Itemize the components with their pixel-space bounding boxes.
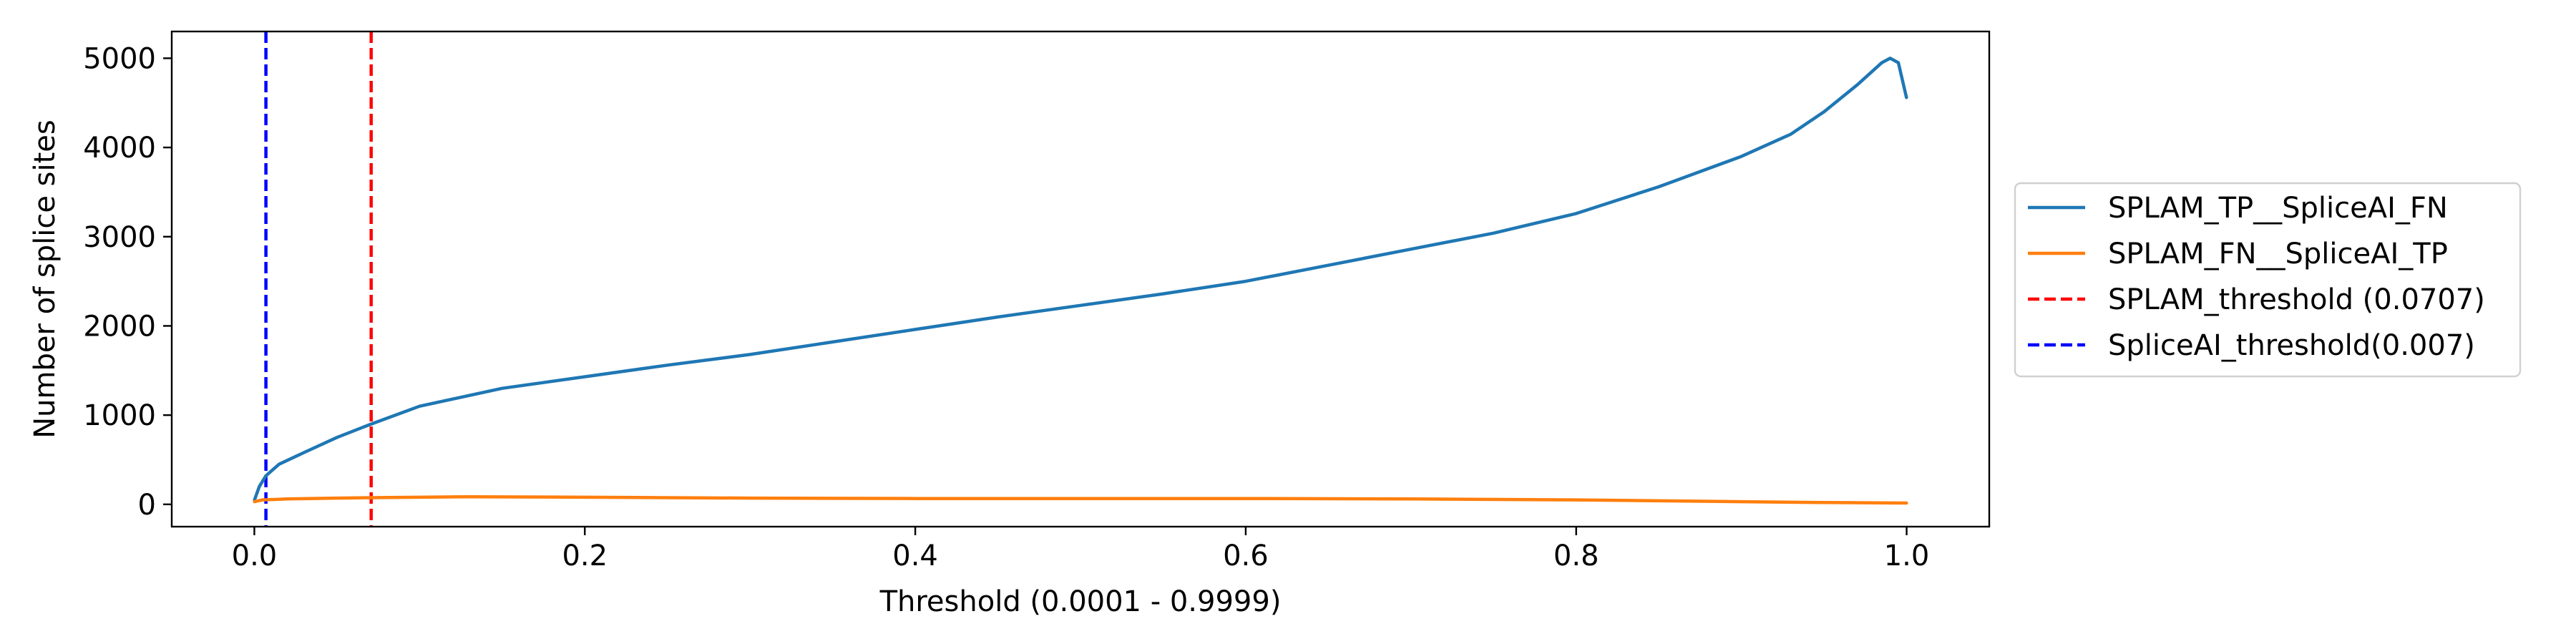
x-tick-label: 0.2 <box>562 540 608 572</box>
legend-label: SpliceAI_threshold(0.007) <box>2108 329 2475 362</box>
x-tick-label: 0.0 <box>232 540 278 572</box>
x-tick-label: 1.0 <box>1884 540 1930 572</box>
legend-box <box>2014 182 2522 378</box>
series-lines <box>253 57 1908 505</box>
legend-label: SPLAM_TP__SpliceAI_FN <box>2108 192 2448 225</box>
y-tick-label: 0 <box>138 489 156 522</box>
y-tick-label: 5000 <box>83 42 156 75</box>
x-tick-label: 0.8 <box>1553 540 1599 572</box>
y-tick-label: 3000 <box>83 221 156 254</box>
plot-frame <box>170 30 1991 528</box>
threshold-lines <box>264 31 373 527</box>
legend-label: SPLAM_FN__SpliceAI_TP <box>2108 238 2448 270</box>
legend: SPLAM_TP__SpliceAI_FN SPLAM_FN__SpliceAI_… <box>2014 182 2522 378</box>
legend-label: SPLAM_threshold (0.0707) <box>2108 283 2485 316</box>
x-tick-label: 0.6 <box>1223 540 1269 572</box>
series-line-splam-fn-spliceai-tp <box>253 494 1908 505</box>
y-axis-label: Number of splice sites <box>29 119 62 439</box>
y-tick-label: 4000 <box>83 132 156 165</box>
series-line-splam-tp-spliceai-fn <box>253 57 1908 502</box>
y-axis-ticks: 0 1000 2000 3000 4000 5000 <box>83 42 172 522</box>
y-tick-label: 2000 <box>83 310 156 343</box>
y-tick-label: 1000 <box>83 399 156 432</box>
x-axis-label: Threshold (0.0001 - 0.9999) <box>879 585 1282 618</box>
x-tick-label: 0.4 <box>892 540 938 572</box>
x-axis-ticks: 0.0 0.2 0.4 0.6 0.8 1.0 <box>232 527 1930 572</box>
